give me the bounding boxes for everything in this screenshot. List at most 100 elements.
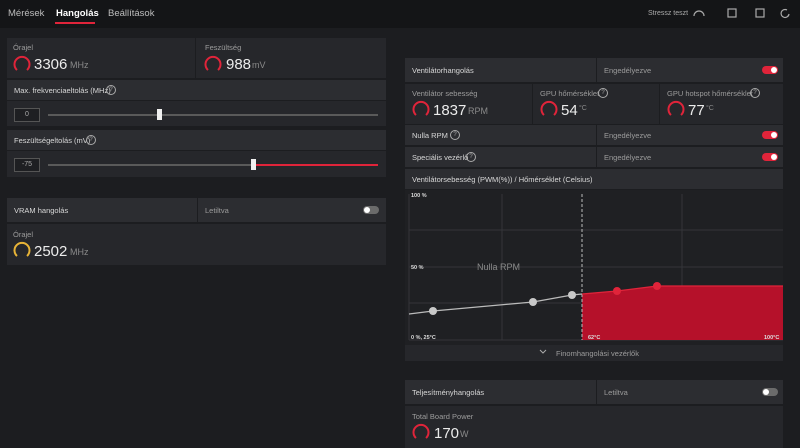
help-icon[interactable]: ? [86,135,96,145]
metric-value: 170 [434,425,460,442]
slider-value-box[interactable]: 0 [14,108,40,122]
setting-header [7,80,386,100]
metric-label: Feszültség [205,43,242,52]
help-icon[interactable]: ? [106,85,116,95]
help-icon[interactable]: ? [750,88,760,98]
section-header [405,58,783,82]
setting-status: Engedélyezve [604,131,652,140]
metric-value: 988 [226,56,252,73]
toggle[interactable] [762,388,778,396]
metric-unit: °C [706,105,714,112]
section-status: Letiltva [205,206,229,215]
vram-metrics-panel [7,224,386,265]
tab[interactable]: Beállítások [108,8,155,19]
metric-label: Órajel [13,43,34,52]
gauge-icon [412,423,430,439]
slider-track[interactable] [48,114,378,116]
separator [659,84,660,124]
zone-label: Nulla RPM [477,262,520,272]
slider-thumb[interactable] [251,159,256,170]
separator [596,125,597,145]
fan-metrics-panel [405,84,783,124]
fine-tuning-row[interactable] [405,345,783,361]
section-title: VRAM hangolás [14,206,69,215]
section-title: Teljesítményhangolás [412,388,485,397]
gauge-icon [13,241,31,257]
section-header [405,380,783,404]
setting-label: Nulla RPM [412,131,448,140]
metric-label: Órajel [13,230,34,239]
metric-unit: W [460,429,469,439]
metric-label: Ventilátor sebesség [412,89,478,98]
metric-unit: MHz [70,60,89,70]
help-icon[interactable]: ? [598,88,608,98]
toggle[interactable] [363,206,379,214]
slider-value-box[interactable]: -75 [14,158,40,172]
gauge-icon [540,100,558,116]
metric-unit: RPM [468,106,488,116]
curve-point[interactable] [429,307,437,315]
top-bar [0,0,800,28]
stress-test[interactable]: Stressz teszt [648,10,689,17]
slider-track[interactable] [48,164,254,166]
metric-value: 77 [688,102,705,119]
setting-status: Engedélyezve [604,153,652,162]
help-icon[interactable]: ? [450,130,460,140]
power-metrics-panel [405,406,783,448]
tab-underline [55,22,95,24]
curve-point[interactable] [653,282,661,290]
section-header [7,198,386,222]
tab[interactable]: Mérések [8,8,45,19]
section-title: Ventilátorhangolás [412,66,474,75]
chart-header [405,169,783,189]
fan-curve-line [581,285,783,295]
separator [596,380,597,404]
curve-point[interactable] [568,291,576,299]
separator [197,198,198,222]
chart-label: 100 % [411,193,427,199]
separator [195,38,196,78]
chart-label: 62°C [588,335,600,341]
slider-fill[interactable] [254,164,378,166]
fine-tuning-label[interactable]: Finomhangolási vezérlők [556,349,639,358]
gauge-icon [204,55,222,71]
separator [596,58,597,82]
slider-row [7,101,386,126]
gauge-icon [13,55,31,71]
slider-thumb[interactable] [157,109,162,120]
gauge-icon [412,100,430,116]
chevron[interactable] [538,348,548,356]
metric-label: GPU hőmérséklet [540,89,600,98]
help-icon[interactable]: ? [466,152,476,162]
setting-label: Speciális vezérlő [412,153,469,162]
metric-label: GPU hotspot hőmérséklet [667,89,753,98]
metric-value: 3306 [34,56,68,73]
section-status: Letiltva [604,388,628,397]
metric-unit: mV [252,60,266,70]
chart-label: 50 % [411,265,424,271]
tab-active[interactable]: Hangolás [56,8,99,19]
gpu-metrics-panel [7,38,386,78]
setting-label: Feszültségeltolás (mV) [14,136,91,145]
chart-label: 100°C [764,335,779,341]
toggle[interactable] [762,131,778,139]
curve-point[interactable] [529,298,537,306]
metric-label: Total Board Power [412,412,474,421]
toggle[interactable] [762,66,778,74]
setting-row [405,125,783,145]
chart-title: Ventilátorsebesség (PWM(%)) / Hőmérsékle… [412,175,593,184]
fan-curve-chart[interactable]: 100 % 50 % 0 %, 25°C 62°C 100°C Nulla RP… [405,190,783,345]
gauge-icon [667,100,685,116]
setting-label: Max. frekvenciaeltolás (MHz) [14,86,111,95]
toolbar-icons[interactable] [692,6,792,20]
metric-value: 1837 [433,102,467,119]
separator [532,84,533,124]
chart-label: 0 %, 25°C [411,335,436,341]
setting-row [405,147,783,167]
fan-curve-area [582,286,783,340]
toggle[interactable] [762,153,778,161]
setting-header [7,130,386,150]
curve-point[interactable] [613,287,621,295]
